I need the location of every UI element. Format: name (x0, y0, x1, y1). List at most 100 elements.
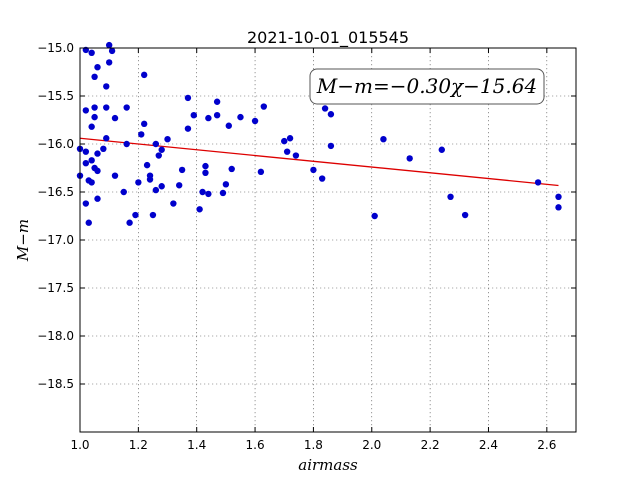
data-point (555, 204, 562, 211)
fit-line-layer (79, 137, 559, 187)
x-tick-labels: 1.0 1.2 1.4 1.6 1.8 2.0 2.2 2.4 2.6 (70, 438, 556, 452)
x-tick-label: 2.2 (421, 438, 440, 452)
data-point (120, 188, 127, 196)
data-point (327, 111, 335, 118)
data-point (82, 200, 90, 207)
data-point (82, 107, 90, 114)
data-point (219, 189, 227, 197)
data-point (202, 169, 209, 176)
data-point (123, 104, 130, 111)
data-point (447, 193, 454, 200)
x-tick-label: 1.8 (304, 438, 323, 452)
data-point (310, 166, 317, 174)
data-point (461, 211, 469, 219)
data-point (138, 131, 145, 138)
data-point (146, 176, 154, 183)
data-point (318, 175, 326, 182)
data-point (213, 112, 221, 119)
data-point (327, 142, 335, 150)
data-point (184, 94, 192, 102)
data-point (123, 140, 130, 148)
annotation-text: M−m=−0.30χ−15.64 (316, 74, 537, 98)
data-point (103, 135, 110, 142)
data-point (205, 190, 212, 198)
x-tick-label: 2.4 (479, 438, 498, 452)
data-point (103, 83, 110, 90)
data-point (126, 219, 133, 226)
annotation-box (309, 68, 545, 105)
data-point (202, 162, 209, 170)
x-tick-label: 2.6 (537, 438, 556, 452)
data-point (111, 172, 119, 179)
data-point (152, 186, 160, 194)
axis-ticks (79, 47, 576, 432)
data-point (152, 140, 160, 148)
data-point (292, 152, 300, 159)
y-tick-label: −17.5 (37, 281, 74, 295)
fit-line (79, 137, 559, 187)
data-point (88, 179, 95, 186)
y-tick-label: −16.0 (37, 137, 74, 151)
data-point (158, 146, 165, 153)
data-point (100, 145, 107, 152)
data-point (88, 123, 95, 130)
data-point (91, 113, 98, 121)
data-point (321, 105, 329, 112)
data-point (94, 167, 101, 175)
data-point (82, 148, 90, 155)
data-point (88, 157, 95, 164)
y-tick-label: −18.0 (37, 329, 74, 343)
data-point (103, 104, 110, 111)
data-point (149, 211, 157, 219)
data-point (176, 182, 183, 189)
data-point (534, 179, 542, 186)
x-tick-label: 1.2 (129, 438, 148, 452)
data-point (94, 63, 101, 71)
y-tick-label: −16.5 (37, 185, 74, 199)
data-point (164, 136, 171, 143)
data-point (286, 135, 294, 142)
y-tick-label: −18.5 (37, 377, 74, 391)
data-point (555, 193, 562, 200)
data-point (222, 181, 230, 188)
data-point (140, 120, 148, 128)
data-point (196, 206, 203, 213)
data-point (155, 152, 162, 159)
data-point (260, 103, 268, 110)
data-point (281, 137, 288, 145)
data-point (237, 113, 244, 121)
data-point (170, 200, 177, 207)
y-tick-label: −15.0 (37, 41, 74, 55)
data-point (251, 117, 259, 125)
data-point (105, 59, 113, 66)
data-point (91, 104, 98, 111)
data-point (135, 179, 142, 186)
data-point (91, 73, 98, 81)
fit-annotation: M−m=−0.30χ−15.64 (309, 68, 545, 105)
data-point (199, 188, 206, 196)
y-tick-label: −17.0 (37, 233, 74, 247)
x-tick-label: 1.4 (187, 438, 206, 452)
x-axis-label: airmass (298, 456, 358, 474)
y-tick-labels: −15.0 −15.5 −16.0 −16.5 −17.0 −17.5 −18.0 −18.5 (37, 41, 74, 391)
data-point (225, 122, 232, 129)
data-point (283, 148, 291, 155)
data-point (438, 146, 445, 153)
data-point (132, 211, 139, 219)
data-point (406, 155, 413, 162)
data-point (213, 98, 221, 105)
data-point (85, 219, 92, 226)
data-point (82, 160, 90, 167)
data-point (178, 166, 186, 174)
data-point (94, 150, 101, 157)
data-point (190, 112, 197, 119)
data-point (140, 71, 148, 79)
data-point (371, 212, 378, 220)
data-point (257, 168, 265, 176)
y-axis-label: M−m (14, 219, 32, 262)
x-tick-label: 2.0 (362, 438, 381, 452)
data-point (111, 114, 119, 122)
chart-title: 2021-10-01_015545 (247, 28, 409, 48)
data-point (184, 125, 192, 132)
